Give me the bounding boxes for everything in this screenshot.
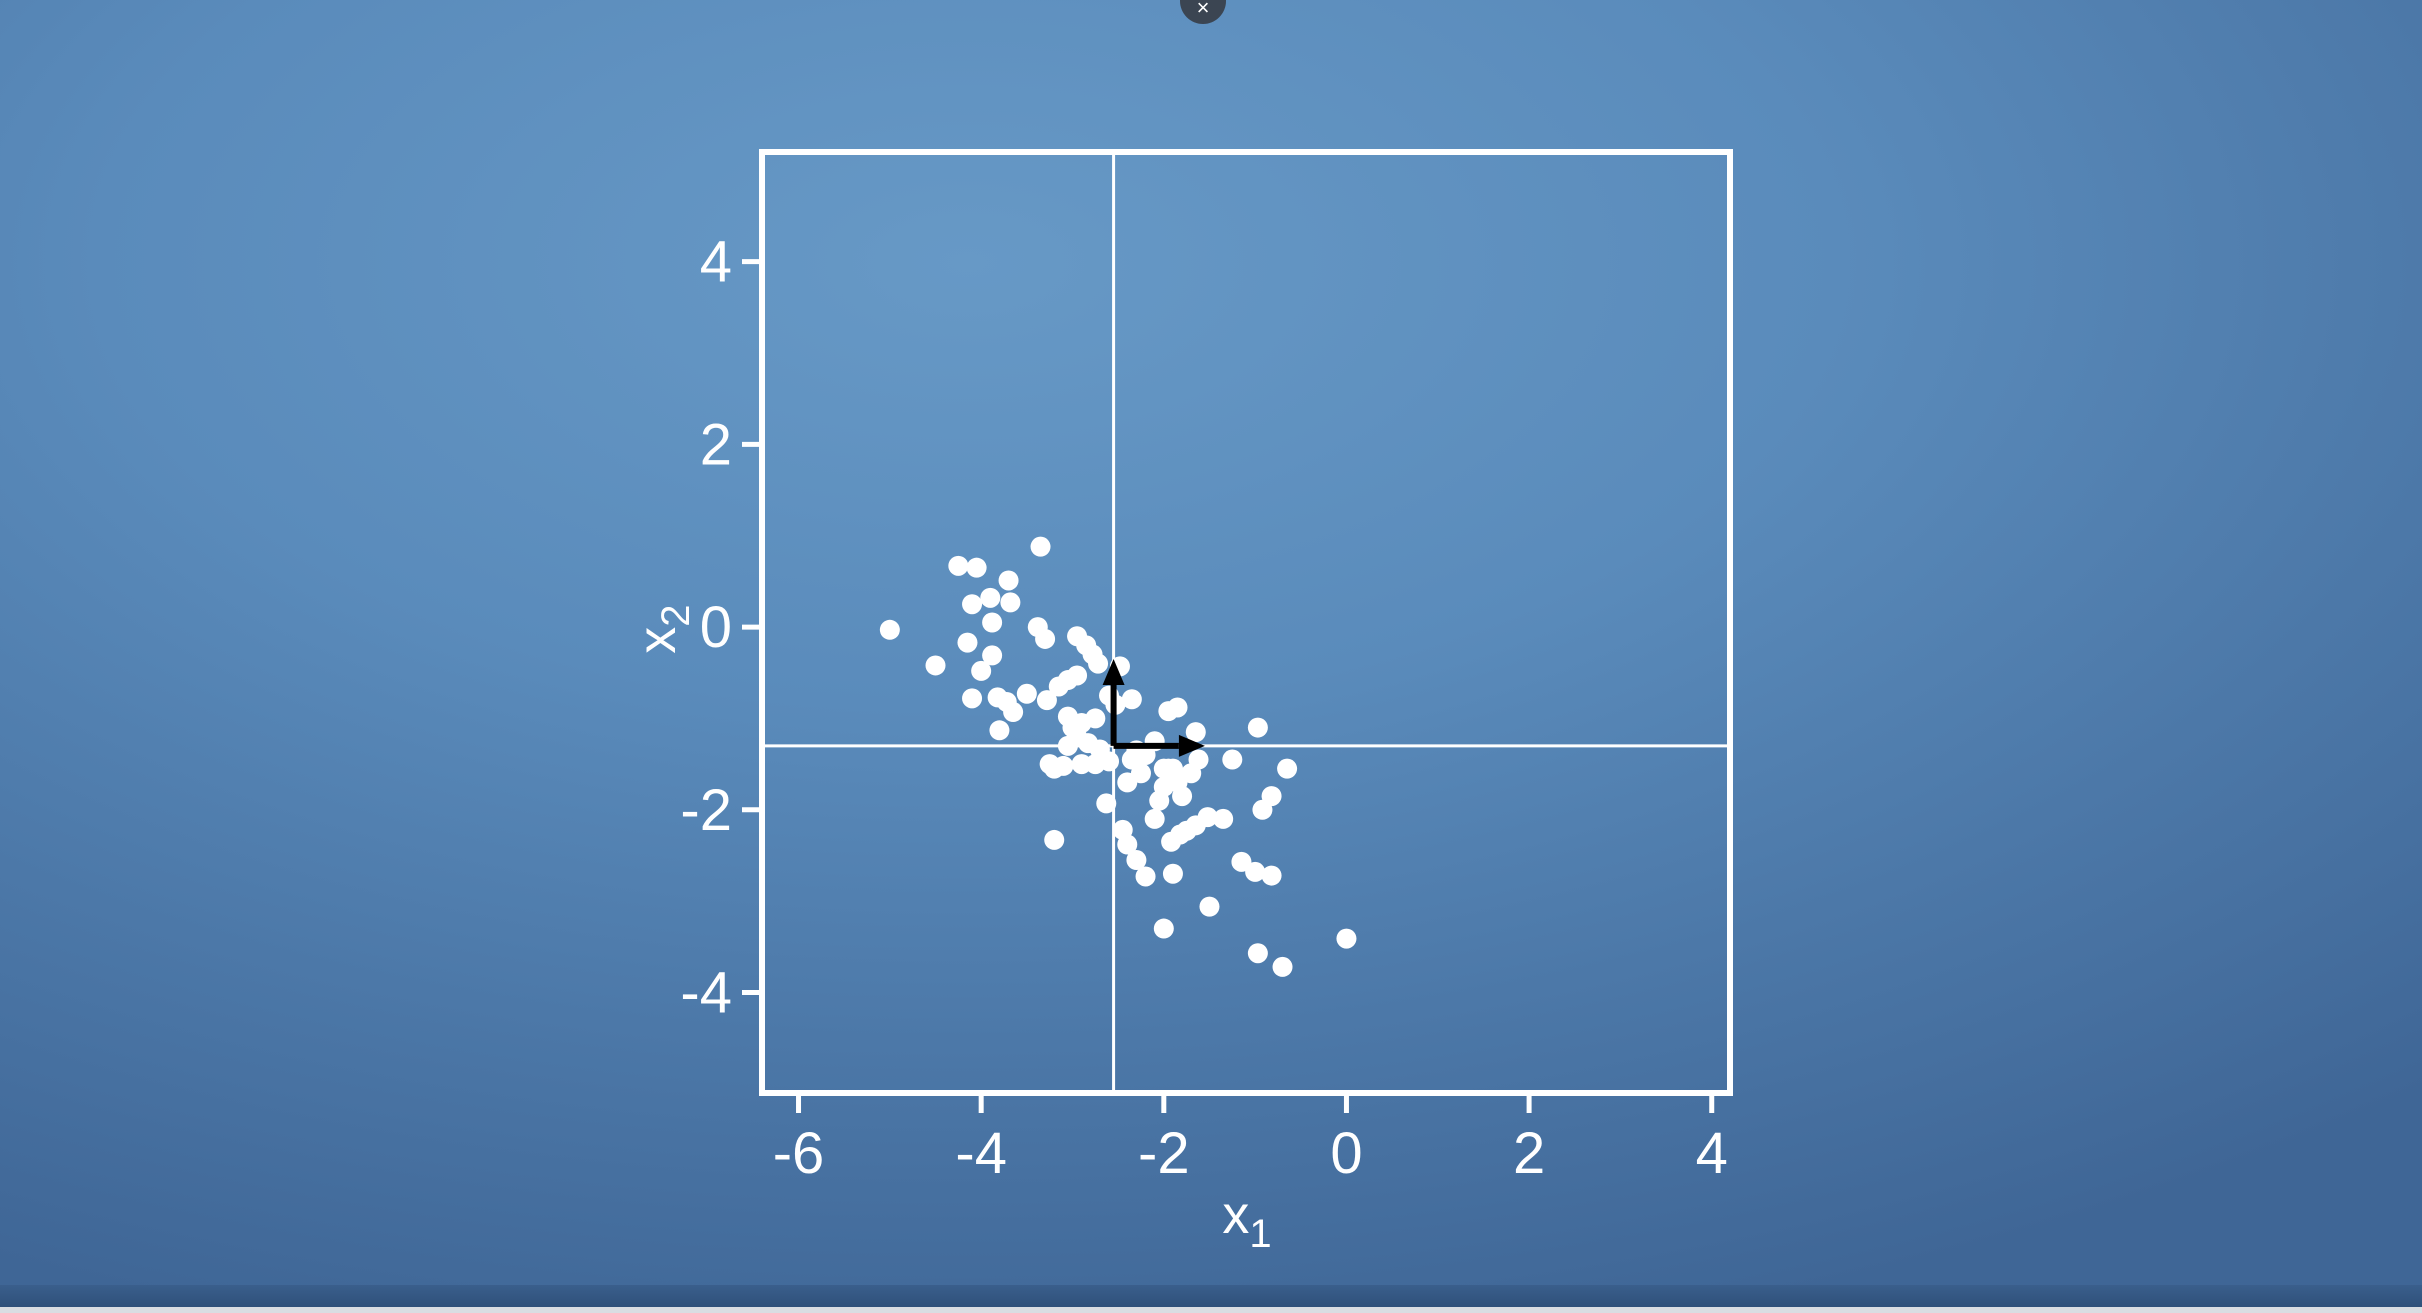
data-point	[1231, 851, 1252, 872]
data-point	[1261, 865, 1282, 886]
data-point	[982, 612, 1003, 633]
data-point	[982, 645, 1003, 666]
data-point	[1030, 536, 1051, 557]
data-point	[1144, 808, 1165, 829]
data-point	[1252, 799, 1273, 820]
data-point	[1153, 918, 1174, 939]
data-point	[1044, 829, 1065, 850]
data-point	[1162, 863, 1183, 884]
data-point	[1126, 850, 1147, 871]
data-point	[1000, 592, 1021, 613]
data-point	[1222, 749, 1243, 770]
data-point	[879, 619, 900, 640]
y-tick-label: -4	[680, 961, 732, 1026]
data-point	[998, 570, 1019, 591]
bottom-edge	[0, 1307, 2422, 1313]
data-point	[948, 555, 969, 576]
data-point	[1172, 786, 1193, 807]
plot-frame	[759, 149, 1733, 1096]
arrowhead-icon	[1102, 659, 1125, 686]
data-point	[1016, 683, 1037, 704]
data-point	[1088, 653, 1109, 674]
x-tick-label: -4	[955, 1121, 1007, 1186]
x-tick-label: 0	[1330, 1121, 1362, 1186]
data-point	[962, 594, 983, 615]
data-point	[1213, 808, 1234, 829]
data-point	[980, 587, 1001, 608]
data-point	[1039, 754, 1060, 775]
y-axis-label: x2	[627, 604, 698, 653]
y-tick-label: -2	[680, 778, 732, 843]
data-point	[1071, 754, 1092, 775]
data-point	[1035, 628, 1056, 649]
data-point	[1199, 896, 1220, 917]
data-point	[1153, 758, 1174, 779]
data-point	[971, 660, 992, 681]
data-point	[1067, 665, 1088, 686]
x-tick-label: 4	[1696, 1121, 1728, 1186]
data-point	[1135, 866, 1156, 887]
data-point	[1336, 928, 1357, 949]
data-point	[1096, 793, 1117, 814]
x-tick-label: -6	[773, 1121, 825, 1186]
data-point	[1197, 807, 1218, 828]
data-point	[1277, 758, 1298, 779]
data-point	[1158, 701, 1179, 722]
data-point	[1117, 834, 1138, 855]
y-tick-label: 4	[700, 230, 732, 295]
arrowhead-icon	[1178, 734, 1205, 757]
data-point	[1117, 772, 1138, 793]
data-point	[925, 655, 946, 676]
data-point	[1247, 943, 1268, 964]
x-axis-label: x1	[1222, 1185, 1271, 1256]
data-point	[1188, 749, 1209, 770]
data-point	[1099, 751, 1120, 772]
data-point	[1272, 956, 1293, 977]
data-point	[1245, 861, 1266, 882]
data-point	[962, 688, 983, 709]
data-point	[989, 720, 1010, 741]
data-point	[1003, 702, 1024, 723]
data-point	[957, 632, 978, 653]
data-point	[1036, 690, 1057, 711]
x-tick-label: 2	[1513, 1121, 1545, 1186]
y-tick-label: 2	[700, 412, 732, 477]
data-point	[1121, 689, 1142, 710]
y-tick-label: 0	[700, 595, 732, 660]
data-point	[1247, 717, 1268, 738]
x-tick-label: -2	[1138, 1121, 1190, 1186]
data-point	[966, 557, 987, 578]
data-point	[1185, 722, 1206, 743]
